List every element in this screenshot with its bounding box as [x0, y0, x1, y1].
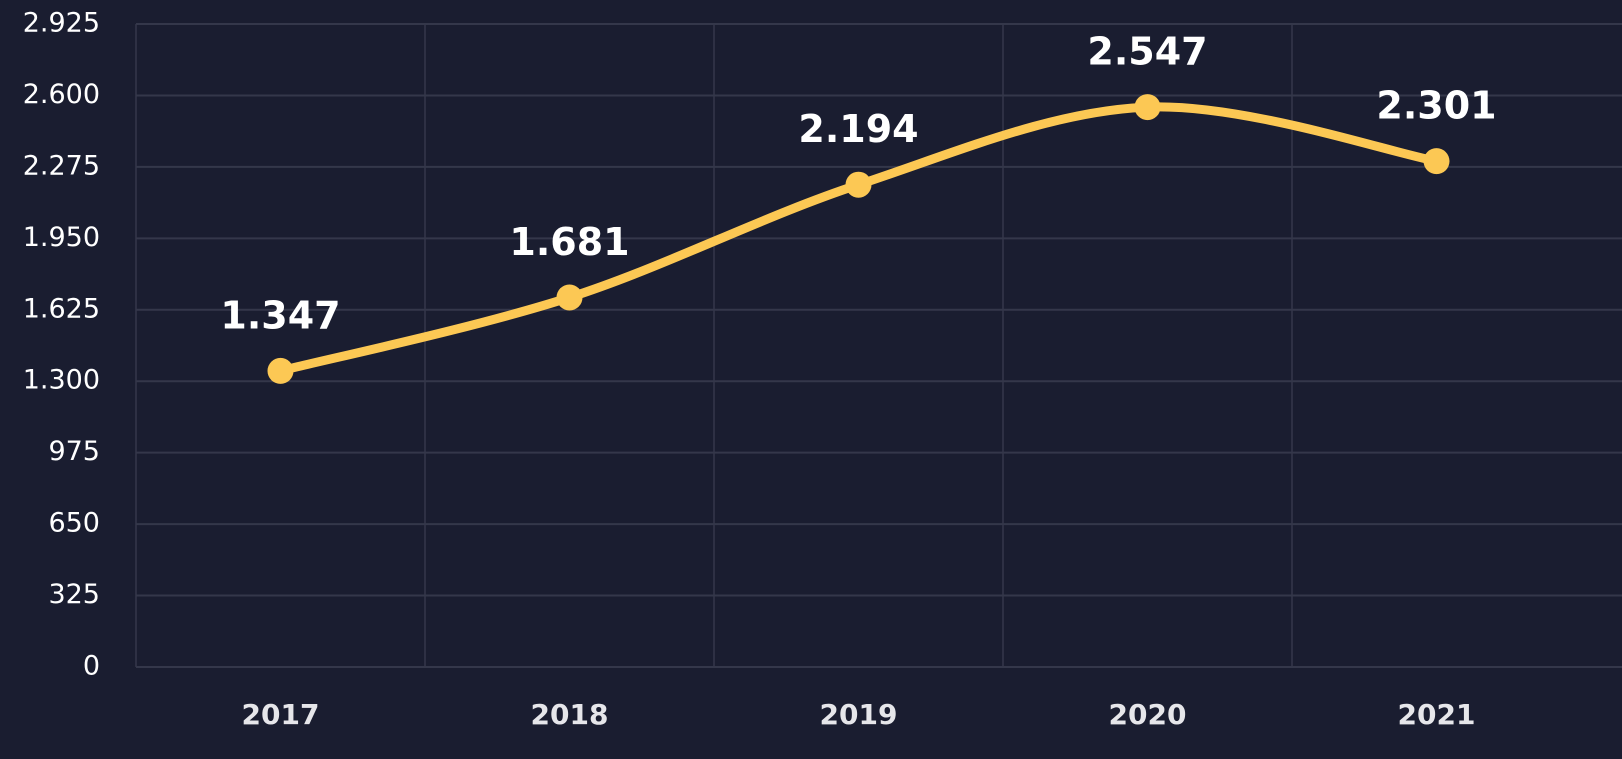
data-label: 2.547	[1087, 30, 1207, 74]
y-tick-label: 2.600	[23, 79, 100, 110]
point	[556, 284, 583, 311]
y-tick-label: 975	[48, 436, 100, 467]
data-label: 1.681	[509, 220, 629, 264]
y-tick-label: 650	[48, 508, 100, 539]
data-label: 1.347	[220, 293, 340, 337]
point	[845, 171, 872, 198]
y-tick-label: 325	[48, 579, 100, 610]
y-tick-label: 2.275	[23, 150, 100, 181]
data-label: 2.301	[1376, 84, 1496, 128]
y-tick-label: 0	[83, 651, 100, 682]
point	[267, 357, 294, 384]
x-tick-label: 2017	[242, 698, 320, 731]
y-tick-label: 1.300	[23, 365, 100, 396]
data-label: 2.194	[798, 107, 918, 151]
y-tick-label: 1.625	[23, 293, 100, 324]
y-tick-label: 2.925	[23, 8, 100, 39]
point	[1134, 94, 1161, 121]
x-tick-label: 2019	[820, 698, 898, 731]
x-tick-label: 2020	[1109, 698, 1187, 731]
x-tick-label: 2021	[1398, 698, 1476, 731]
point	[1423, 148, 1450, 175]
y-tick-label: 1.950	[23, 222, 100, 253]
x-tick-label: 2018	[531, 698, 609, 731]
